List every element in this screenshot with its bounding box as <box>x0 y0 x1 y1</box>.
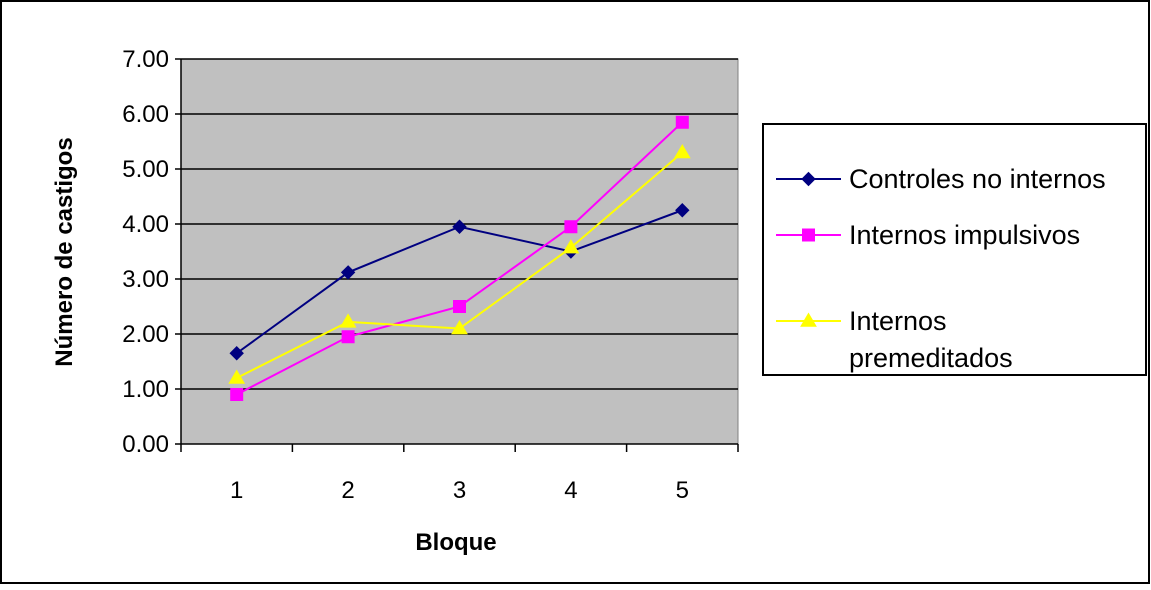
x-tick-label: 3 <box>453 477 466 504</box>
x-tick-label: 4 <box>564 477 577 504</box>
data-point <box>564 220 578 234</box>
legend-label: Controles no internos <box>849 164 1106 194</box>
data-point <box>452 219 467 234</box>
x-tick-label: 2 <box>341 477 354 504</box>
data-point <box>230 388 244 401</box>
y-tick-label: 1.00 <box>122 376 169 403</box>
data-point <box>339 313 357 328</box>
y-tick-label: 3.00 <box>122 266 169 293</box>
y-tick-label: 7.00 <box>122 46 169 73</box>
data-point <box>675 203 690 218</box>
y-tick-label: 0.00 <box>122 431 169 458</box>
data-point <box>340 265 356 280</box>
x-tick-label: 1 <box>230 477 243 504</box>
x-tick-labels: 1 2 3 4 5 <box>230 477 689 504</box>
data-point <box>675 115 689 129</box>
plot-area <box>180 58 739 445</box>
data-point <box>451 320 468 335</box>
legend-item: Internos impulsivos <box>776 220 1080 250</box>
legend-marker <box>802 228 815 242</box>
data-point <box>228 369 246 384</box>
x-tick-label: 5 <box>676 477 689 504</box>
gridlines <box>181 58 738 390</box>
series-markers <box>228 115 691 401</box>
data-point <box>453 300 466 313</box>
legend: Controles no internos Internos impulsivos… <box>762 123 1147 376</box>
data-point <box>673 144 691 159</box>
legend-marker <box>801 171 816 187</box>
legend-marker <box>800 312 817 327</box>
legend-label: premeditados <box>849 343 1013 373</box>
y-tick-label: 6.00 <box>122 101 169 128</box>
legend-box <box>762 123 1147 376</box>
y-tick-labels: 0.00 1.00 2.00 3.00 4.00 5.00 6.00 7.00 <box>122 46 169 458</box>
axes <box>175 58 739 452</box>
legend-label: Internos impulsivos <box>849 220 1080 250</box>
legend-item: Controles no internos <box>776 164 1106 194</box>
y-tick-label: 2.00 <box>122 321 169 348</box>
data-point <box>341 330 355 344</box>
y-axis-title: Número de castigos <box>51 137 78 366</box>
data-point <box>562 239 580 254</box>
y-tick-label: 5.00 <box>122 156 169 183</box>
x-axis-title: Bloque <box>415 529 496 556</box>
legend-item: Internos premeditados <box>776 306 1013 373</box>
legend-label: Internos <box>849 306 947 336</box>
data-point <box>229 346 244 361</box>
y-tick-label: 4.00 <box>122 211 169 238</box>
